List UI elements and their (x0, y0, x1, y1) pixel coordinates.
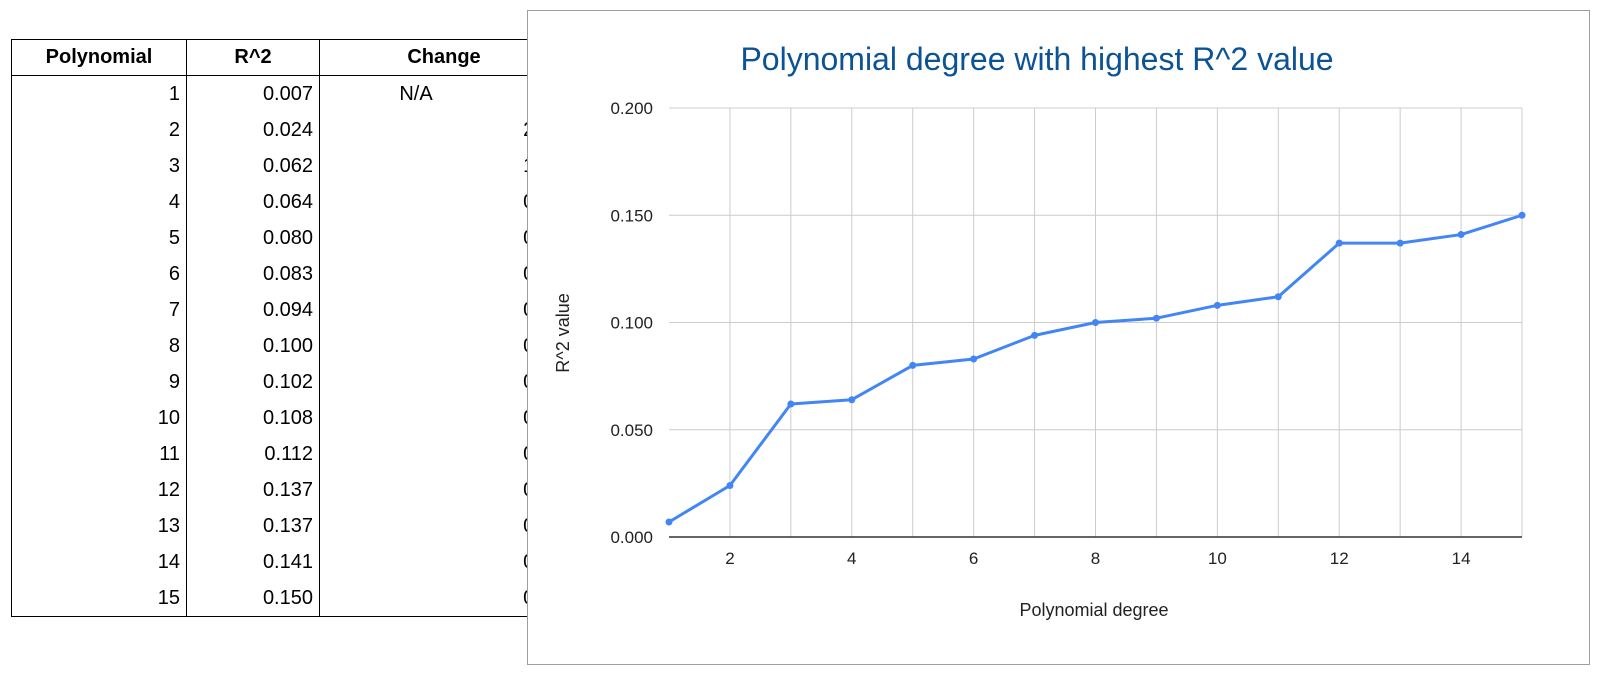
column-header-polynomial: Polynomial (11, 39, 187, 76)
data-point (665, 518, 673, 526)
cell-r2: 0.064 (186, 184, 320, 220)
data-point (787, 400, 795, 408)
table-row: 40.0640.03 (11, 184, 569, 220)
chart-title: Polynomial degree with highest R^2 value (740, 41, 1333, 77)
cell-polynomial: 4 (11, 184, 187, 220)
data-point (1518, 211, 1526, 219)
cell-polynomial: 13 (11, 508, 187, 544)
table-row: 70.0940.13 (11, 292, 569, 328)
cell-polynomial: 3 (11, 148, 187, 184)
y-tick-label: 0.100 (610, 314, 653, 333)
data-point (848, 396, 856, 404)
cell-polynomial: 5 (11, 220, 187, 256)
data-point (1335, 239, 1343, 247)
cell-r2: 0.141 (186, 544, 320, 580)
cell-r2: 0.080 (186, 220, 320, 256)
data-point (726, 482, 734, 490)
cell-polynomial: 10 (11, 400, 187, 436)
data-point (909, 361, 917, 369)
data-point (1031, 331, 1039, 339)
data-point (970, 355, 978, 363)
table-row: 140.1410.03 (11, 544, 569, 580)
y-tick-label: 0.000 (610, 528, 653, 547)
cell-r2: 0.150 (186, 580, 320, 617)
table-row: 120.1370.23 (11, 472, 569, 508)
cell-r2: 0.007 (186, 75, 320, 112)
cell-polynomial: 11 (11, 436, 187, 472)
chart-container: Polynomial degree with highest R^2 value… (527, 10, 1590, 665)
data-point (1152, 314, 1160, 322)
x-tick-label: 6 (969, 549, 978, 568)
cell-r2: 0.102 (186, 364, 320, 400)
cell-r2: 0.112 (186, 436, 320, 472)
series (665, 211, 1526, 526)
data-point (1457, 231, 1465, 239)
data-point (1213, 301, 1221, 309)
table-row: 30.0621.61 (11, 148, 569, 184)
table-row: 1 0.007 N/A (11, 75, 569, 112)
cell-polynomial: 1 (11, 75, 187, 112)
cell-polynomial: 6 (11, 256, 187, 292)
cell-r2: 0.083 (186, 256, 320, 292)
cell-polynomial: 12 (11, 472, 187, 508)
data-point (1396, 239, 1404, 247)
table-row: 90.1020.02 (11, 364, 569, 400)
cell-r2: 0.062 (186, 148, 320, 184)
column-header-r2: R^2 (186, 39, 320, 76)
x-axis-title: Polynomial degree (1019, 600, 1168, 620)
cell-polynomial: 8 (11, 328, 187, 364)
table-row: 50.0800.25 (11, 220, 569, 256)
table-row: 110.1120.04 (11, 436, 569, 472)
x-tick-label: 14 (1452, 549, 1471, 568)
table-row: 100.1080.06 (11, 400, 569, 436)
cell-r2: 0.100 (186, 328, 320, 364)
table-body: 10.007N/A20.0242.2630.0621.6140.0640.035… (11, 75, 569, 617)
line-chart: Polynomial degree with highest R^2 value… (553, 41, 1526, 620)
x-tick-label: 10 (1208, 549, 1227, 568)
data-table: Polynomial R^2 Change 10.007N/A20.0242.2… (11, 39, 569, 617)
cell-r2: 0.137 (186, 508, 320, 544)
axes: 0.000 0.050 0.100 0.150 0.200 2 4 6 8 10 12 14 (610, 99, 1522, 568)
cell-r2: 0.108 (186, 400, 320, 436)
y-tick-label: 0.050 (610, 421, 653, 440)
table-row: 130.1370.00 (11, 508, 569, 544)
x-tick-label: 4 (847, 549, 856, 568)
cell-polynomial: 2 (11, 112, 187, 148)
x-tick-label: 12 (1330, 549, 1349, 568)
table-row: 20.0242.26 (11, 112, 569, 148)
y-axis-title: R^2 value (553, 293, 573, 373)
cell-r2: 0.137 (186, 472, 320, 508)
x-tick-label: 8 (1091, 549, 1100, 568)
cell-polynomial: 7 (11, 292, 187, 328)
cell-polynomial: 14 (11, 544, 187, 580)
y-tick-label: 0.200 (610, 99, 653, 118)
cell-polynomial: 15 (11, 580, 187, 617)
x-tick-label: 2 (725, 549, 734, 568)
cell-r2: 0.094 (186, 292, 320, 328)
y-tick-label: 0.150 (610, 206, 653, 225)
table-header-row: Polynomial R^2 Change (11, 39, 569, 76)
cell-polynomial: 9 (11, 364, 187, 400)
data-point (1274, 293, 1282, 301)
cell-r2: 0.024 (186, 112, 320, 148)
table-row: 60.0830.04 (11, 256, 569, 292)
grid (669, 107, 1523, 537)
data-point (1092, 319, 1099, 326)
